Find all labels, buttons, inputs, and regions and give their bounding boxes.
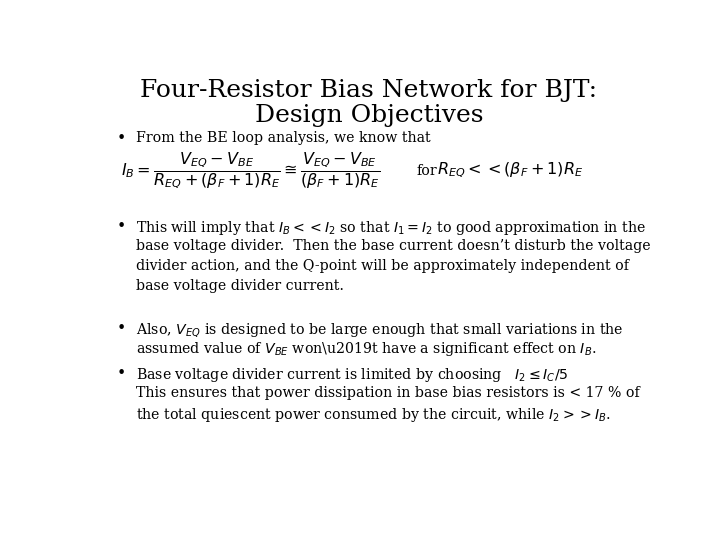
Text: Also, $V_{EQ}$ is designed to be large enough that small variations in the: Also, $V_{EQ}$ is designed to be large e…	[136, 321, 624, 339]
Text: Design Objectives: Design Objectives	[255, 104, 483, 127]
Text: $R_{EQ}<<(\beta_F+1)R_E$: $R_{EQ}<<(\beta_F+1)R_E$	[437, 161, 583, 180]
Text: •: •	[117, 366, 126, 381]
Text: This ensures that power dissipation in base bias resistors is < 17 % of: This ensures that power dissipation in b…	[136, 386, 639, 400]
Text: •: •	[117, 321, 126, 335]
Text: $I_B = \dfrac{V_{EQ}-V_{BE}}{R_{EQ}+(\beta_F+1)R_E} \cong \dfrac{V_{EQ}-V_{BE}}{: $I_B = \dfrac{V_{EQ}-V_{BE}}{R_{EQ}+(\be…	[121, 151, 380, 191]
Text: for: for	[416, 164, 437, 178]
Text: the total quiescent power consumed by the circuit, while $I_2 >> I_B$.: the total quiescent power consumed by th…	[136, 406, 611, 424]
Text: base voltage divider.  Then the base current doesn’t disturb the voltage: base voltage divider. Then the base curr…	[136, 239, 650, 253]
Text: From the BE loop analysis, we know that: From the BE loop analysis, we know that	[136, 131, 431, 145]
Text: This will imply that $I_B << I_2$ so that $I_1 = I_2$ to good approximation in t: This will imply that $I_B << I_2$ so tha…	[136, 219, 646, 237]
Text: •: •	[117, 219, 126, 234]
Text: •: •	[117, 131, 126, 146]
Text: Base voltage divider current is limited by choosing   $I_2 \leq I_C/5$: Base voltage divider current is limited …	[136, 366, 568, 384]
Text: divider action, and the Q-point will be approximately independent of: divider action, and the Q-point will be …	[136, 259, 629, 273]
Text: base voltage divider current.: base voltage divider current.	[136, 279, 343, 293]
Text: assumed value of $V_{BE}$ won\u2019t have a significant effect on $I_B$.: assumed value of $V_{BE}$ won\u2019t hav…	[136, 341, 596, 359]
Text: Four-Resistor Bias Network for BJT:: Four-Resistor Bias Network for BJT:	[140, 79, 598, 103]
